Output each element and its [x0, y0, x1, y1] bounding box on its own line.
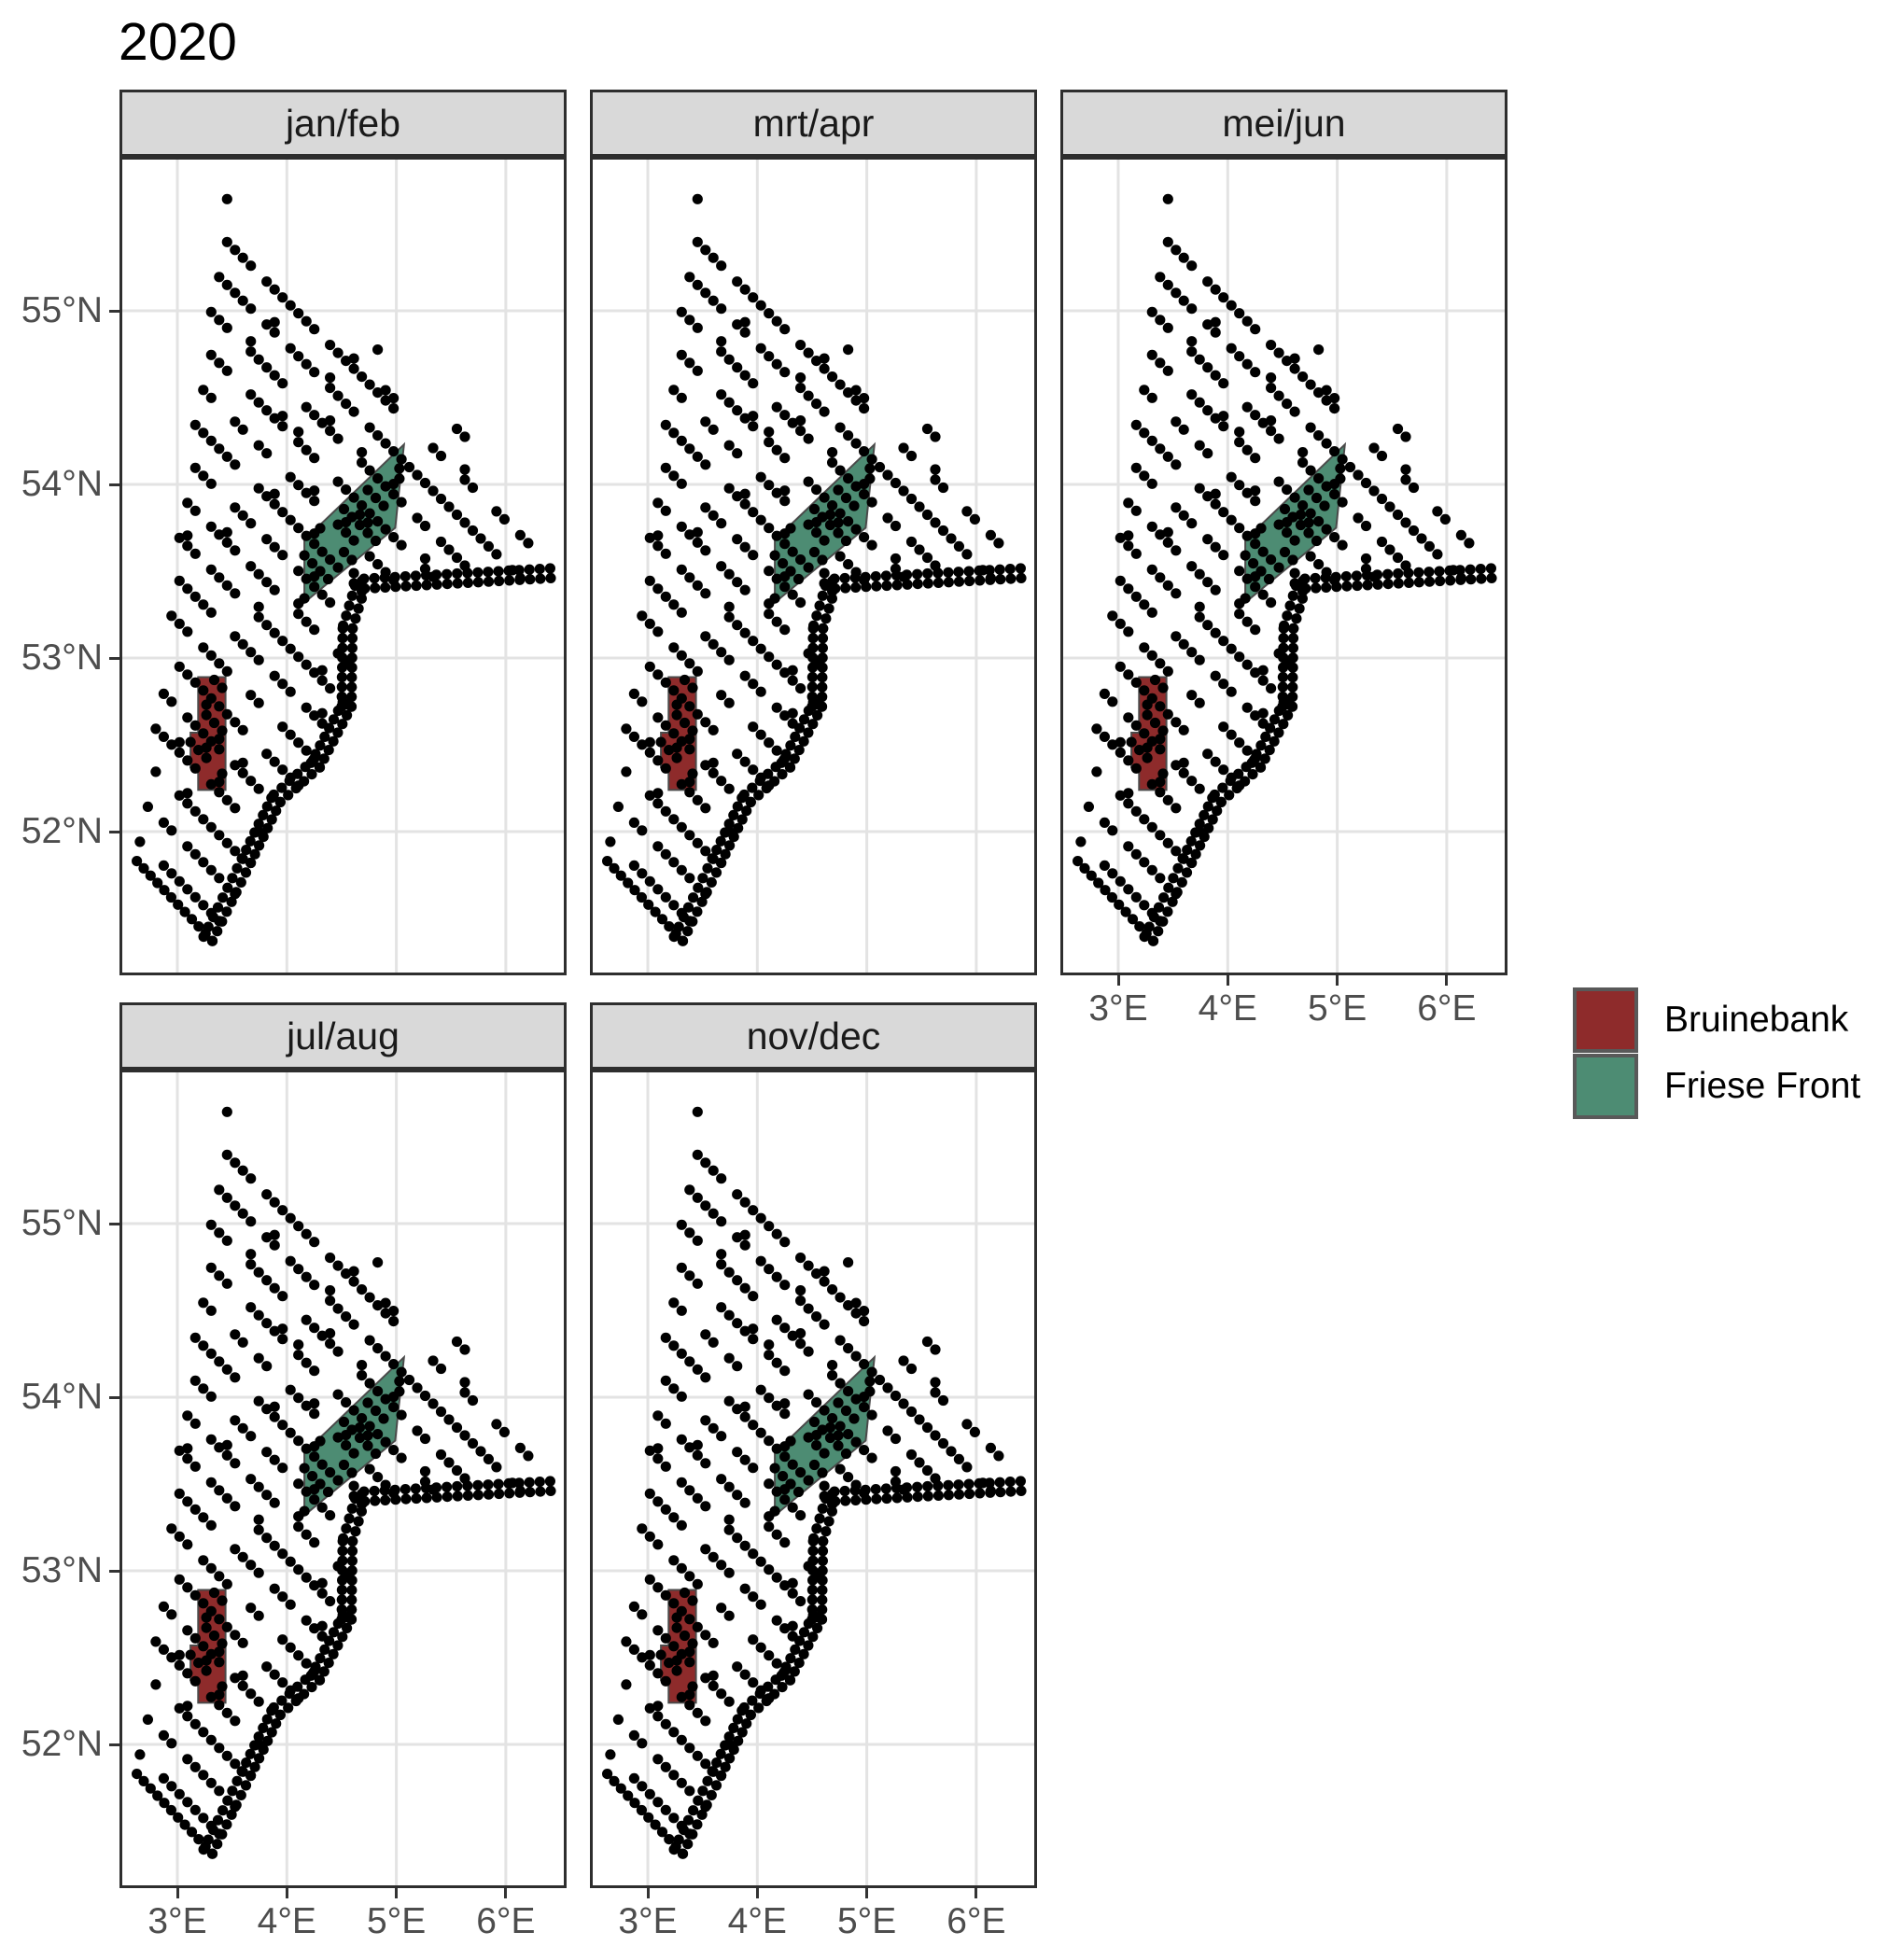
y-tick-label: 53°N: [21, 637, 103, 678]
x-tick-label: 5°E: [1307, 988, 1367, 1029]
legend-key-bruinebank: [1573, 987, 1638, 1053]
facet-strip: jul/aug: [119, 1002, 567, 1070]
panel-border: [590, 157, 1037, 975]
y-tick-mark: [109, 309, 119, 313]
facet-cell-nov-dec: nov/dec: [590, 1002, 1037, 1888]
legend-label-friese-front: Friese Front: [1664, 1065, 1861, 1106]
y-tick-mark: [109, 483, 119, 486]
y-tick-mark: [109, 1743, 119, 1746]
facet-cell-jul-aug: jul/aug: [119, 1002, 567, 1888]
map-panel-nov-dec: [590, 1070, 1037, 1888]
x-tick-label: 6°E: [1417, 988, 1477, 1029]
x-tick-mark: [285, 1888, 288, 1898]
map-panel-jul-aug: [119, 1070, 567, 1888]
y-tick-label: 53°N: [21, 1550, 103, 1590]
y-tick-mark: [109, 1395, 119, 1399]
facet-strip: mrt/apr: [590, 90, 1037, 157]
facet-cell-mrt-apr: mrt/apr: [590, 90, 1037, 975]
panel-border: [119, 1070, 567, 1888]
map-panel-mrt-apr: [590, 157, 1037, 975]
x-tick-mark: [395, 1888, 399, 1898]
x-tick-label: 3°E: [1088, 988, 1148, 1029]
x-tick-mark: [1226, 975, 1229, 986]
facet-cell-mei-jun: mei/jun: [1060, 90, 1507, 975]
x-tick-mark: [1445, 975, 1449, 986]
x-tick-label: 4°E: [727, 1901, 787, 1941]
x-tick-mark: [755, 1888, 759, 1898]
x-tick-label: 3°E: [618, 1901, 678, 1941]
x-tick-mark: [865, 1888, 869, 1898]
y-tick-mark: [109, 1222, 119, 1225]
x-tick-label: 4°E: [257, 1901, 316, 1941]
map-panel-jan-feb: [119, 157, 567, 975]
facet-strip-label: mrt/apr: [752, 101, 875, 145]
facet-strip-label: jul/aug: [287, 1014, 400, 1057]
y-tick-label: 55°N: [21, 1203, 103, 1243]
facet-strip: jan/feb: [119, 90, 567, 157]
x-tick-label: 6°E: [476, 1901, 536, 1941]
x-tick-mark: [504, 1888, 508, 1898]
panel-border: [590, 1070, 1037, 1888]
facet-strip: mei/jun: [1060, 90, 1507, 157]
x-tick-mark: [1336, 975, 1339, 986]
facet-strip: nov/dec: [590, 1002, 1037, 1070]
y-tick-mark: [109, 1569, 119, 1573]
x-tick-label: 6°E: [946, 1901, 1006, 1941]
facet-strip-label: nov/dec: [746, 1014, 881, 1057]
y-tick-label: 52°N: [21, 1724, 103, 1764]
legend-item-bruinebank: Bruinebank: [1573, 987, 1860, 1053]
facet-cell-jan-feb: jan/feb: [119, 90, 567, 975]
map-panel-mei-jun: [1060, 157, 1507, 975]
legend-key-friese-front: [1573, 1053, 1638, 1119]
x-tick-label: 5°E: [836, 1901, 897, 1941]
x-tick-label: 4°E: [1198, 988, 1257, 1029]
x-tick-mark: [1116, 975, 1120, 986]
y-tick-mark: [109, 830, 119, 833]
facet-strip-label: jan/feb: [285, 101, 401, 145]
figure-title: 2020: [119, 12, 237, 72]
y-tick-label: 54°N: [21, 464, 103, 504]
x-tick-mark: [175, 1888, 179, 1898]
x-tick-label: 3°E: [147, 1901, 207, 1941]
y-tick-mark: [109, 656, 119, 660]
y-tick-label: 55°N: [21, 290, 103, 330]
legend: Bruinebank Friese Front: [1573, 987, 1860, 1119]
x-tick-label: 5°E: [366, 1901, 427, 1941]
legend-item-friese-front: Friese Front: [1573, 1053, 1860, 1119]
y-tick-label: 54°N: [21, 1377, 103, 1417]
facet-strip-label: mei/jun: [1222, 101, 1346, 145]
y-tick-label: 52°N: [21, 811, 103, 851]
x-tick-mark: [975, 1888, 978, 1898]
panel-border: [119, 157, 567, 975]
legend-label-bruinebank: Bruinebank: [1664, 999, 1849, 1040]
x-tick-mark: [646, 1888, 650, 1898]
panel-border: [1060, 157, 1507, 975]
